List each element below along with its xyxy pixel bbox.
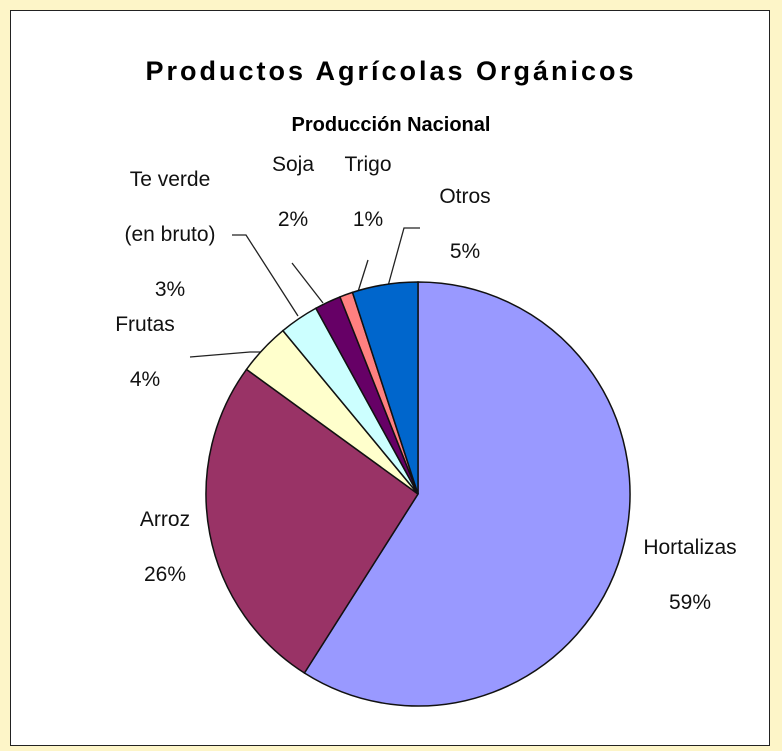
data-label: Soja 2%	[241, 137, 345, 247]
leader-line	[189, 351, 262, 358]
pie-slice	[303, 281, 631, 707]
pie-slice	[351, 281, 419, 495]
chart-title: Productos Agrícolas Orgánicos	[145, 56, 637, 86]
category-label: Soja	[271, 153, 315, 176]
value-label: 26%	[143, 563, 187, 586]
value-label: 1%	[352, 208, 384, 231]
value-label: 5%	[449, 240, 481, 263]
value-label: 59%	[668, 591, 712, 614]
data-label: Trigo 1%	[316, 137, 420, 247]
category-label: Te verde (en bruto)	[124, 168, 216, 246]
category-label: Frutas	[115, 313, 175, 336]
data-label: Frutas 4%	[93, 297, 197, 407]
leader-line	[291, 262, 324, 304]
category-label: Trigo	[344, 153, 392, 176]
leader-line	[387, 227, 420, 287]
leader-line	[232, 234, 299, 317]
value-label: 4%	[129, 368, 161, 391]
value-label: 3%	[154, 278, 186, 301]
category-label: Hortalizas	[643, 536, 737, 559]
value-label: 2%	[277, 208, 309, 231]
data-label: Te verde (en bruto) 3%	[118, 152, 222, 317]
chart-subtitle: Producción Nacional	[291, 114, 491, 136]
data-label: Otros 5%	[413, 169, 517, 279]
category-label: Arroz	[139, 508, 191, 531]
data-label: Hortalizas 59%	[638, 520, 742, 630]
data-label: Arroz 26%	[113, 492, 217, 602]
category-label: Otros	[439, 185, 491, 208]
pie-slice	[205, 368, 420, 675]
